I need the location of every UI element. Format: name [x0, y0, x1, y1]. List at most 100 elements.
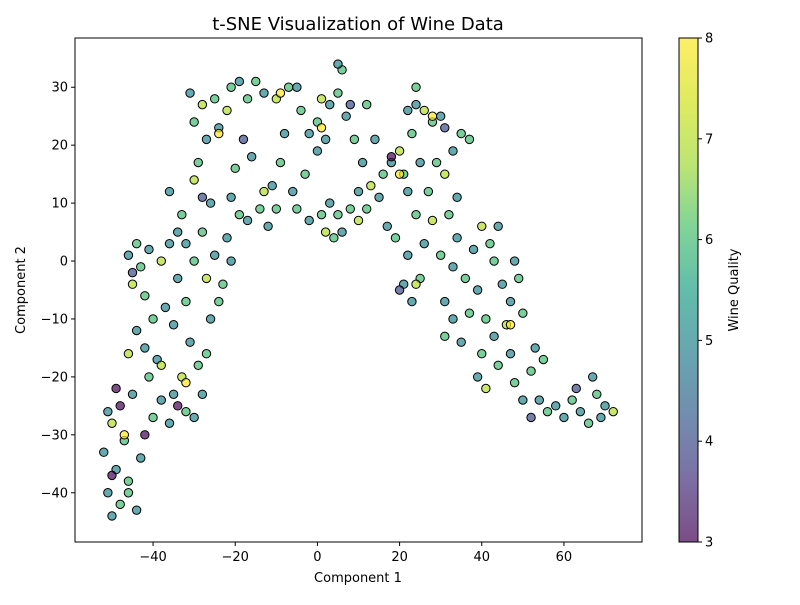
data-point	[349, 134, 360, 145]
colorbar-tick-label: 4	[705, 435, 713, 450]
data-point	[123, 349, 134, 359]
data-point	[181, 406, 191, 417]
data-point	[415, 157, 425, 168]
data-point	[292, 82, 302, 92]
data-point	[431, 157, 442, 168]
data-point	[456, 128, 466, 139]
data-point	[419, 105, 429, 116]
data-point	[374, 192, 384, 203]
data-point	[592, 389, 602, 399]
data-point	[378, 169, 388, 179]
x-tick-label: 40	[473, 550, 490, 565]
data-point	[587, 372, 598, 382]
data-point	[234, 76, 245, 87]
data-point	[123, 488, 134, 498]
data-point	[230, 163, 240, 174]
data-point	[193, 157, 203, 168]
data-point	[509, 256, 520, 266]
data-point	[127, 267, 138, 278]
colorbar-ticks: 3 4 5 6 7 8	[698, 32, 713, 551]
data-point	[173, 227, 183, 237]
data-point	[209, 94, 220, 104]
data-point	[333, 88, 343, 98]
data-point	[353, 215, 364, 226]
data-point	[127, 279, 138, 289]
data-point	[218, 279, 228, 289]
data-point	[600, 401, 610, 411]
data-point	[341, 111, 351, 121]
data-point	[197, 389, 208, 399]
data-point	[164, 418, 175, 428]
data-point	[407, 296, 417, 307]
data-point	[312, 146, 323, 156]
y-tick-label: −40	[41, 486, 68, 501]
data-point	[164, 238, 175, 249]
x-tick-label: 20	[391, 550, 408, 565]
colorbar-tick-label: 5	[705, 334, 713, 349]
data-point	[148, 412, 158, 423]
data-point	[156, 360, 166, 371]
data-point	[136, 262, 146, 272]
y-axis-label: Component 2	[14, 246, 29, 334]
data-point	[205, 314, 216, 324]
colorbar-tick-label: 7	[705, 132, 713, 147]
data-point	[123, 476, 134, 486]
data-point	[115, 401, 125, 411]
y-tick-label: 10	[51, 197, 68, 212]
x-tick-label: −40	[139, 550, 166, 565]
data-point	[452, 233, 462, 243]
data-point	[382, 221, 392, 231]
data-point	[493, 360, 503, 371]
data-point	[472, 285, 483, 295]
data-point	[345, 204, 355, 214]
data-point	[608, 406, 618, 417]
data-point	[345, 99, 355, 110]
data-point	[177, 209, 187, 220]
data-point	[440, 296, 450, 307]
data-point	[107, 511, 117, 521]
data-point	[427, 111, 438, 121]
data-point	[460, 273, 471, 284]
data-point	[173, 273, 183, 284]
data-point	[140, 343, 150, 353]
data-point	[403, 186, 413, 197]
data-point	[481, 314, 491, 324]
data-point	[140, 430, 150, 440]
data-point	[226, 192, 236, 203]
data-point	[201, 273, 212, 284]
data-point	[300, 169, 310, 179]
data-point	[181, 238, 191, 249]
data-point	[427, 215, 438, 226]
data-point	[189, 175, 199, 185]
data-point	[246, 152, 257, 162]
data-point	[456, 337, 466, 347]
y-tick-label: 30	[51, 81, 68, 96]
data-point	[222, 105, 232, 116]
data-point	[209, 250, 220, 260]
data-point	[275, 157, 286, 168]
data-point	[505, 320, 516, 330]
data-point	[131, 505, 142, 515]
data-point	[115, 499, 125, 510]
x-tick-label: −20	[222, 550, 249, 565]
data-point	[534, 395, 544, 405]
data-point	[596, 412, 606, 423]
data-point	[189, 412, 199, 423]
data-point	[144, 244, 154, 255]
data-point	[559, 412, 569, 423]
data-point	[403, 250, 413, 260]
data-point	[292, 204, 302, 214]
data-point	[357, 157, 368, 168]
data-point	[567, 395, 577, 405]
data-point	[514, 273, 524, 284]
data-point	[489, 331, 499, 342]
data-point	[509, 377, 520, 388]
colorbar-tick-label: 3	[705, 536, 713, 551]
data-point	[440, 331, 450, 342]
data-point	[164, 186, 175, 197]
data-point	[263, 221, 273, 231]
x-axis: −40 −20 0 20 40 60	[139, 542, 572, 565]
data-point	[403, 105, 413, 116]
data-point	[448, 146, 458, 156]
